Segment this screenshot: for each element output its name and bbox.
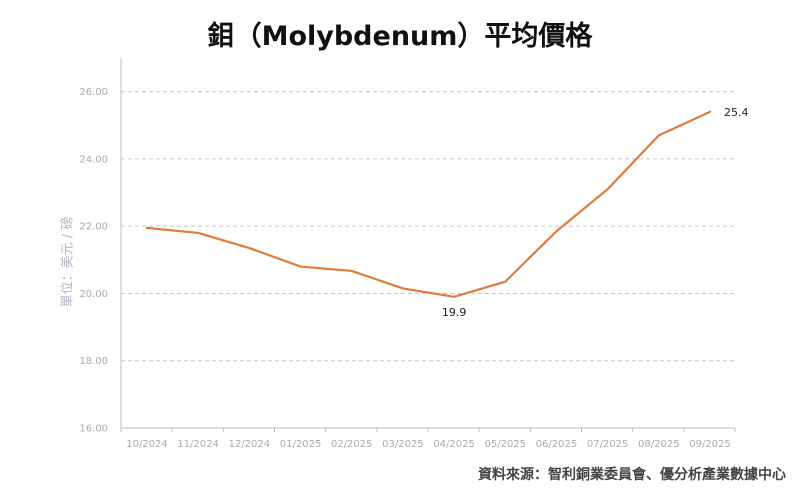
x-tick-label: 09/2025: [689, 439, 731, 450]
y-tick-label: 26.00: [79, 87, 108, 98]
data-label: 19.9: [442, 306, 467, 319]
x-tick-label: 04/2025: [433, 439, 475, 450]
x-tick-label: 02/2025: [331, 439, 373, 450]
data-label: 25.4: [724, 106, 749, 119]
y-tick-label: 18.00: [79, 356, 108, 367]
source-note: 資料來源：智利銅業委員會、優分析產業數據中心: [478, 467, 786, 483]
x-tick-label: 03/2025: [382, 439, 424, 450]
y-tick-label: 20.00: [79, 289, 108, 300]
x-tick-label: 12/2024: [229, 439, 271, 450]
y-tick-label: 16.00: [79, 424, 108, 435]
x-tick-label: 10/2024: [126, 439, 168, 450]
series-line: [145, 110, 712, 298]
x-tick-label: 05/2025: [484, 439, 526, 450]
x-tick-label: 11/2024: [177, 439, 219, 450]
x-tick-label: 01/2025: [280, 439, 322, 450]
x-tick-label: 07/2025: [587, 439, 629, 450]
x-tick-label: 08/2025: [638, 439, 680, 450]
y-tick-label: 24.00: [79, 154, 108, 165]
x-tick-label: 06/2025: [536, 439, 578, 450]
chart-title: 鉬（Molybdenum）平均價格: [207, 21, 593, 52]
y-tick-label: 22.00: [79, 222, 108, 233]
